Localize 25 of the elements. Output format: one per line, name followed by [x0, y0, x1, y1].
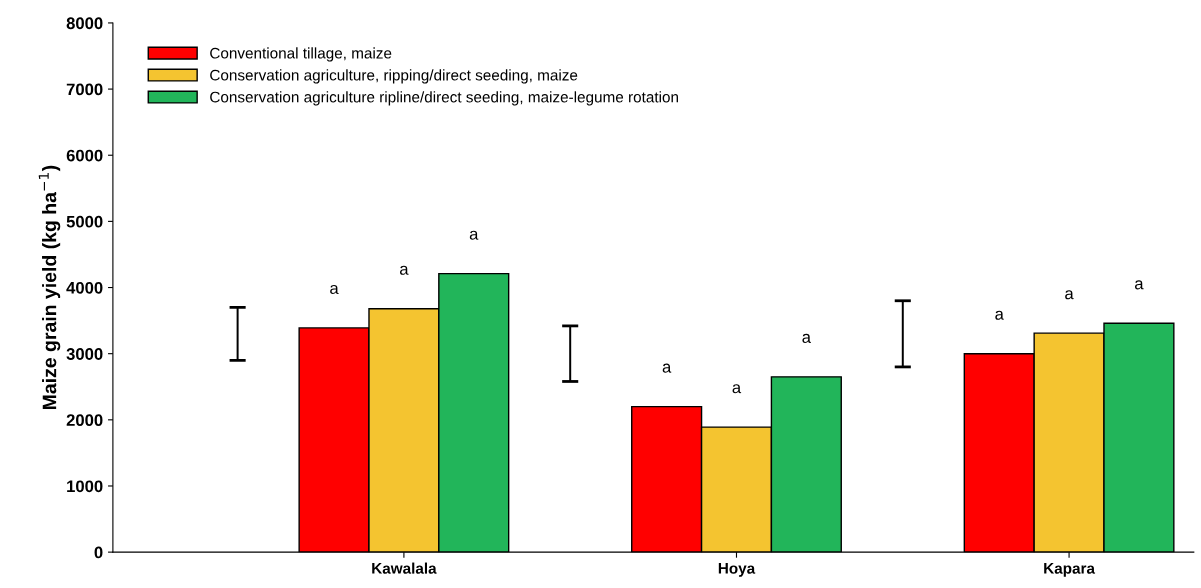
- x-tick-label: Kawalala: [372, 562, 437, 574]
- y-tick-label: 1000: [67, 480, 103, 493]
- data-label: a: [1065, 290, 1074, 300]
- y-tick-label: 0: [94, 546, 103, 559]
- x-tick-label: Hoya: [718, 563, 756, 577]
- legend-label: Conventional tillage, maize: [210, 47, 392, 62]
- y-tick-label: 7000: [66, 83, 103, 96]
- data-label: a: [330, 284, 339, 295]
- y-tick-label: 2000: [66, 414, 103, 427]
- y-axis-title: Maize grain yield (kg ha$^{−1}$): [38, 165, 61, 410]
- y-tick-label: 8000: [66, 17, 103, 30]
- data-label: a: [662, 363, 672, 373]
- data-label: a: [802, 333, 811, 343]
- data-label: a: [732, 384, 742, 394]
- y-tick-label: 3000: [66, 348, 103, 360]
- legend-label: Conservation agriculture, ripping/direct seeding, maize: [210, 69, 578, 84]
- y-tick-label: 6000: [66, 149, 103, 162]
- data-label: a: [1134, 280, 1144, 290]
- data-label: a: [995, 310, 1004, 320]
- x-tick-label: Kapara: [1044, 563, 1096, 577]
- data-label: a: [399, 265, 409, 275]
- y-tick-label: 4000: [66, 281, 103, 294]
- y-tick-label: 5000: [66, 215, 103, 228]
- data-label: a: [469, 230, 479, 240]
- legend-label: Conservation agriculture ripline/direct seeding, maize-legume rotation: [210, 91, 678, 106]
